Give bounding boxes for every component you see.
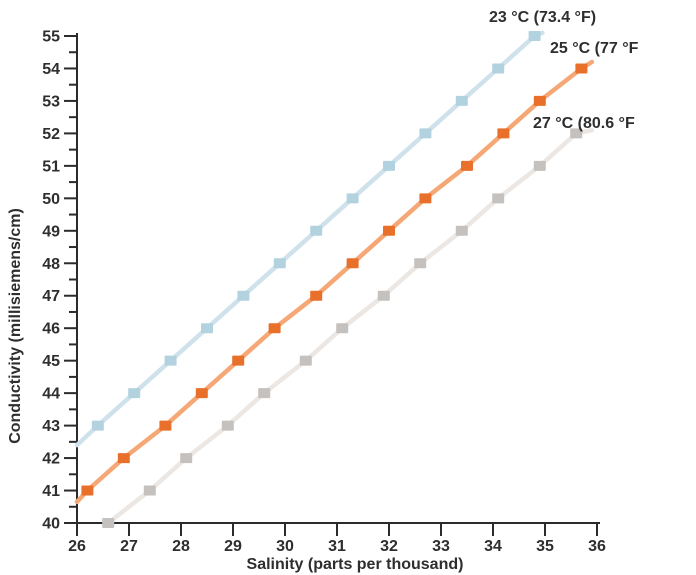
marker-27c	[299, 355, 312, 366]
x-tick-label: 32	[380, 538, 398, 555]
y-tick-label: 49	[42, 223, 60, 240]
marker-23c	[492, 63, 505, 74]
y-tick-label: 45	[42, 353, 60, 370]
marker-27c	[377, 290, 390, 301]
x-tick-label: 29	[224, 538, 242, 555]
marker-23c	[383, 160, 395, 171]
marker-27c	[258, 388, 271, 399]
marker-23c	[273, 258, 286, 269]
y-tick-label: 44	[42, 386, 60, 403]
series-label-23c: 23 °C (73.4 °F)	[489, 9, 596, 26]
x-tick-label: 28	[172, 538, 190, 555]
x-tick-label: 31	[328, 538, 346, 555]
marker-23c	[528, 30, 541, 41]
marker-25c	[159, 420, 172, 431]
marker-23c	[419, 128, 432, 139]
y-tick-label: 40	[42, 516, 60, 533]
x-tick-label: 27	[120, 538, 138, 555]
y-tick-label: 52	[42, 126, 60, 143]
marker-27c	[533, 160, 546, 171]
series-label-25c: 25 °C (77 °F	[550, 40, 639, 57]
marker-27c	[570, 128, 583, 139]
marker-23c	[346, 193, 359, 204]
marker-25c	[419, 193, 432, 204]
y-axis-title: Conductivity (millisiemens/cm)	[7, 208, 24, 444]
marker-25c	[310, 290, 323, 301]
marker-27c	[143, 485, 156, 496]
y-tick-label: 42	[42, 451, 60, 468]
y-tick-label: 43	[42, 418, 60, 435]
marker-25c	[497, 128, 510, 139]
y-tick-label: 53	[42, 93, 60, 110]
y-tick-label: 54	[42, 61, 60, 78]
marker-27c	[492, 193, 505, 204]
marker-27c	[180, 453, 193, 464]
y-tick-label: 51	[42, 158, 60, 175]
marker-23c	[455, 95, 468, 106]
marker-25c	[383, 225, 395, 236]
x-tick-label: 35	[536, 538, 554, 555]
marker-27c	[414, 258, 427, 269]
series-line-25c	[74, 59, 595, 505]
marker-25c	[268, 323, 281, 334]
x-tick-label: 26	[68, 538, 86, 555]
y-tick-label: 50	[42, 191, 60, 208]
marker-23c	[237, 290, 250, 301]
x-tick-label: 36	[588, 538, 606, 555]
marker-27c	[336, 323, 349, 334]
axes: 40 41 42 43 44 45 46 47 48 49 50 51 52 53 54 55 26 27 28 29…	[42, 28, 606, 555]
marker-23c	[310, 225, 323, 236]
x-tick-label: 30	[276, 538, 294, 555]
marker-25c	[195, 388, 208, 399]
x-axis-title: Salinity (parts per thousand)	[247, 556, 464, 573]
marker-25c	[533, 95, 546, 106]
marker-25c	[575, 63, 588, 74]
marker-27c	[221, 420, 234, 431]
series-markers	[81, 30, 588, 528]
marker-23c	[164, 355, 177, 366]
series-line-27c	[105, 127, 595, 526]
series-lines	[74, 30, 595, 526]
x-tick-label: 33	[432, 538, 450, 555]
marker-25c	[346, 258, 359, 269]
marker-27c	[102, 518, 115, 528]
marker-25c	[461, 160, 473, 171]
y-tick-label: 55	[42, 28, 60, 45]
y-tick-label: 48	[42, 256, 60, 273]
series-label-27c: 27 °C (80.6 °F	[533, 115, 635, 132]
x-tick-label: 34	[484, 538, 502, 555]
marker-25c	[117, 453, 130, 464]
series-line-23c	[74, 30, 545, 448]
y-tick-label: 47	[42, 288, 60, 305]
marker-25c	[81, 485, 94, 496]
marker-23c	[91, 420, 104, 431]
marker-23c	[201, 323, 213, 334]
marker-25c	[232, 355, 245, 366]
y-tick-label: 41	[42, 483, 60, 500]
marker-23c	[128, 388, 141, 399]
marker-27c	[455, 225, 468, 236]
y-tick-label: 46	[42, 321, 60, 338]
